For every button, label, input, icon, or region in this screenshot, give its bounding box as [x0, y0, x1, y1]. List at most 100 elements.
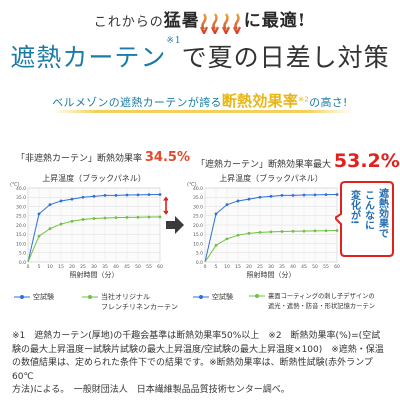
- left-legend-a: 空試験: [33, 293, 54, 301]
- data-point: [291, 229, 295, 233]
- y-tick-label: 15.0: [193, 232, 203, 238]
- x-axis-label: 照射時間（分）: [247, 270, 296, 279]
- left-legend-b1: 当社オリジナル: [101, 293, 150, 301]
- data-point: [92, 194, 96, 198]
- data-point: [70, 219, 74, 223]
- chart-right: 上昇温度（ブラックパネル） (℃) 0.0 5.0 10.0 15.0 20.0 25.0 30…: [187, 173, 345, 279]
- data-point: [324, 229, 328, 233]
- data-point: [37, 212, 41, 216]
- y-unit-label: (℃): [10, 182, 20, 188]
- left-panel-label: 「非遮熱カーテン」断熱効果率 34.5%: [16, 150, 190, 165]
- x-tick-label: 20: [69, 264, 75, 270]
- x-tick-label: 5: [215, 264, 218, 270]
- data-point: [247, 231, 251, 235]
- right-legend-a: 空試験: [212, 293, 233, 301]
- subhead-suffix: の高さ!: [309, 96, 348, 109]
- arrow-right-icon: [166, 216, 184, 234]
- data-point: [147, 193, 151, 197]
- subhead-underline: [52, 110, 352, 113]
- y-tick-label: 5.0: [196, 251, 203, 257]
- subhead-note: ※2: [298, 95, 310, 104]
- data-point: [214, 212, 218, 216]
- x-tick-label: 0: [204, 264, 207, 270]
- x-tick-label: 35: [279, 264, 285, 270]
- heat-arrows-icon: [199, 12, 241, 34]
- y-tick-label: 0.0: [196, 260, 203, 266]
- data-point: [103, 216, 107, 220]
- x-tick-label: 55: [323, 264, 329, 270]
- data-point: [225, 237, 229, 241]
- x-tick-label: 10: [224, 264, 230, 270]
- legend-swatch-green: [249, 293, 265, 299]
- data-point: [236, 233, 240, 237]
- footnotes: ※1 遮熱カーテン(厚地)の千趣会基準は断熱効果率50%以上 ※2 断熱効果率(…: [12, 330, 388, 398]
- x-tick-label: 25: [257, 264, 263, 270]
- y-tick-label: 20.0: [193, 223, 203, 229]
- x-tick-label: 50: [312, 264, 318, 270]
- x-tick-label: 5: [38, 264, 41, 270]
- right-legend-b1: 裏面コーティングの刺し子デザインの: [268, 293, 375, 300]
- data-point: [37, 234, 41, 238]
- headline: 遮熱カーテン※1で夏の日差し対策: [0, 36, 400, 74]
- y-tick-label: 40.0: [193, 186, 203, 192]
- data-point: [269, 230, 273, 234]
- data-point: [136, 215, 140, 219]
- data-point: [324, 193, 328, 197]
- right-label-text: 「遮熱カーテン」断熱効果率最大: [196, 160, 332, 170]
- gap-arrow-icon: [163, 196, 168, 215]
- data-point: [59, 199, 63, 203]
- top-tagline: これからの猛暑 に最適!: [0, 6, 400, 34]
- data-point: [291, 194, 295, 197]
- y-tick-label: 20.0: [16, 223, 26, 229]
- x-tick-label: 0: [27, 264, 30, 270]
- right-legend-item-a: 空試験: [193, 292, 233, 312]
- x-tick-label: 40: [113, 264, 119, 270]
- data-point: [59, 222, 63, 226]
- tagline-pre: これからの: [93, 15, 164, 30]
- x-axis-label: 照射時間（分）: [70, 270, 119, 279]
- x-tick-label: 55: [146, 264, 152, 270]
- data-point: [158, 215, 162, 219]
- x-tick-label: 60: [334, 264, 340, 270]
- data-point: [335, 229, 339, 232]
- x-tick-label: 30: [91, 264, 97, 270]
- y-tick-label: 25.0: [193, 214, 203, 220]
- legend-swatch-blue: [14, 294, 30, 300]
- left-legend-item-b: 当社オリジナル フレンチリネンカーテン: [82, 292, 178, 312]
- data-point: [313, 193, 317, 197]
- left-percent: 34.5%: [144, 150, 190, 165]
- data-point: [48, 227, 52, 231]
- right-legend-item-b: 裏面コーティングの刺し子デザインの 遮光・遮熱・防音・形状記憶カーテン: [249, 292, 375, 312]
- y-tick-label: 10.0: [16, 241, 26, 247]
- data-point: [236, 199, 240, 203]
- y-tick-label: 40.0: [16, 186, 26, 192]
- tagline-exclaim: !: [297, 11, 307, 31]
- data-point: [247, 197, 251, 201]
- chart-title: 上昇温度（ブラックパネル）: [42, 173, 146, 183]
- right-panel-label: 「遮熱カーテン」断熱効果率最大 53.2%: [196, 150, 400, 172]
- footnote-line: の数値結果は、定められた条件下での結果です。※断熱効果率は、断熱性試験(赤外ラン…: [12, 358, 373, 382]
- chart-title: 上昇温度（ブラックパネル）: [219, 173, 323, 183]
- y-tick-label: 35.0: [193, 195, 203, 201]
- data-point: [125, 216, 129, 219]
- x-tick-label: 60: [157, 264, 163, 270]
- x-tick-label: 30: [268, 264, 274, 270]
- data-point: [81, 218, 85, 221]
- x-tick-label: 45: [124, 264, 130, 270]
- footnote-line: 方法)による。 一般財団法人 日本繊維製品品質技術センター調べ。: [12, 385, 290, 395]
- left-legend: 空試験 当社オリジナル フレンチリネンカーテン: [14, 292, 194, 312]
- data-point: [280, 194, 284, 197]
- y-tick-label: 35.0: [16, 195, 26, 201]
- data-point: [48, 203, 52, 207]
- x-tick-label: 15: [235, 264, 241, 270]
- data-point: [214, 243, 218, 247]
- data-point: [136, 193, 140, 197]
- headline-product: 遮熱カーテン: [10, 43, 167, 72]
- tagline-keyword: 猛暑: [163, 11, 200, 31]
- y-tick-label: 0.0: [19, 260, 26, 266]
- y-unit-label: (℃): [187, 182, 197, 188]
- x-tick-label: 50: [135, 264, 141, 270]
- legend-swatch-green: [82, 294, 98, 300]
- data-point: [258, 231, 262, 234]
- data-point: [103, 194, 107, 197]
